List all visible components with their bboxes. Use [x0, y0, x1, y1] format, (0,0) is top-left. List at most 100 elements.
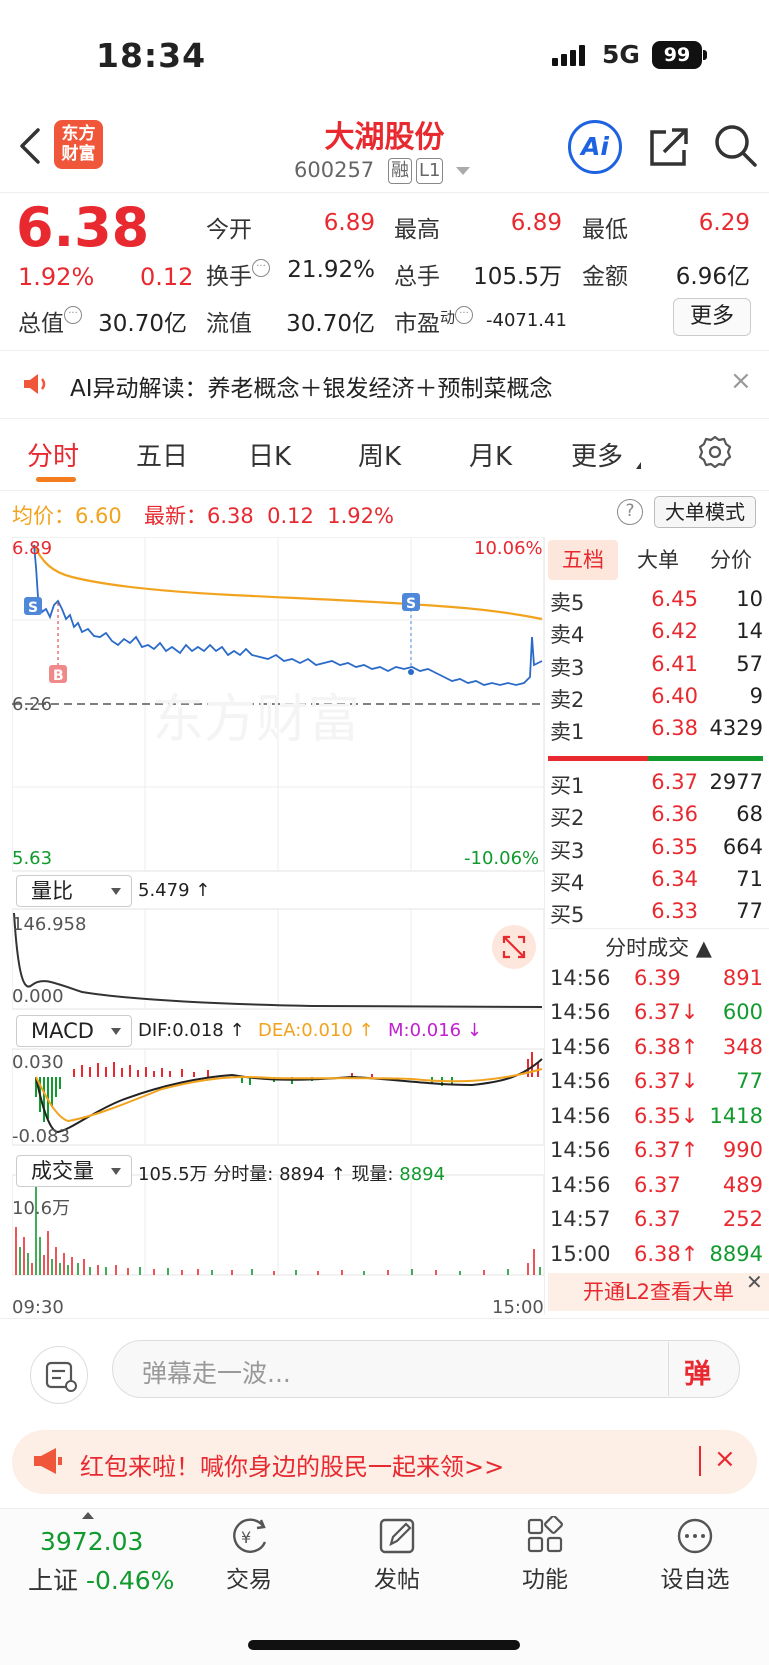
price-axis-mid: 6.26	[12, 694, 53, 715]
ask-row: 卖3 6.41 57	[550, 652, 763, 680]
trade-row: 14:56 6.37 489	[550, 1173, 763, 1197]
mktcap-value: 30.70亿	[98, 311, 187, 337]
share-icon[interactable]	[648, 126, 690, 168]
float-label: 流值	[206, 311, 252, 337]
tab-intraday[interactable]: 分时	[27, 442, 80, 472]
tab-weekly-k[interactable]: 周K	[358, 442, 402, 472]
tab-daily-k[interactable]: 日K	[248, 442, 292, 472]
nav-post[interactable]: 发帖	[342, 1516, 452, 1594]
nav-watchlist[interactable]: 设自选	[640, 1516, 750, 1594]
margin-tag: 融	[388, 158, 412, 184]
ai-notice-text[interactable]: AI异动解读：养老概念＋银发经济＋预制菜概念	[70, 376, 553, 402]
float-value: 30.70亿	[286, 311, 375, 337]
macd-dif: DIF:0.018 ↑	[138, 1020, 245, 1041]
bid-row: 买1 6.37 2977	[550, 770, 763, 798]
tab-monthly-k[interactable]: 月K	[469, 442, 513, 472]
ai-button[interactable]: Ai	[568, 120, 622, 174]
bid-row: 买2 6.36 68	[550, 802, 763, 830]
nav-functions[interactable]: 功能	[490, 1516, 600, 1594]
volume-ratio-axis-top: 146.958	[12, 914, 87, 935]
gear-icon[interactable]	[698, 435, 732, 469]
sell-marker[interactable]	[24, 597, 42, 615]
high-label: 最高	[394, 217, 440, 243]
pct-axis-top: 10.06%	[474, 538, 543, 559]
trade-row: 14:57 6.37 252	[550, 1207, 763, 1231]
info-icon[interactable]: ···	[64, 306, 82, 324]
expand-icon[interactable]	[492, 925, 536, 969]
nav-trade[interactable]: ¥ 交易	[194, 1516, 304, 1594]
index-expand-caret-icon[interactable]	[82, 1512, 94, 1519]
volume-summary: 105.5万 分时量: 8894 ↑ 现量: 8894	[138, 1164, 446, 1185]
signal-icon	[552, 45, 585, 66]
index-name[interactable]: 上证 -0.46%	[28, 1566, 175, 1595]
macd-axis-bottom: -0.083	[12, 1126, 71, 1147]
open-value: 6.89	[323, 210, 375, 236]
sell-marker[interactable]	[402, 593, 420, 611]
info-icon[interactable]: ···	[455, 306, 474, 324]
trade-icon: ¥	[233, 1518, 267, 1553]
volume-axis-top: 10.6万	[12, 1198, 71, 1219]
danmu-toggle-button[interactable]: 弹	[684, 1359, 711, 1390]
mktcap-label: 总值 ···	[18, 304, 82, 338]
tab-big-orders[interactable]: 大单	[637, 548, 679, 572]
red-packet-banner[interactable]	[12, 1430, 757, 1494]
tab-five-levels[interactable]: 五档	[548, 540, 618, 580]
megaphone-icon	[34, 1448, 62, 1474]
ask-row: 卖5 6.45 10	[550, 587, 763, 615]
index-value[interactable]: 3972.03	[40, 1527, 144, 1556]
ai-notice-close-button[interactable]: ×	[730, 366, 752, 396]
price-line	[33, 544, 543, 686]
more-dots-icon	[677, 1518, 713, 1554]
intraday-chart[interactable]: 东方财富 B S S	[12, 537, 544, 1317]
stock-name[interactable]: 大湖股份	[324, 120, 445, 155]
tab-five-day[interactable]: 五日	[136, 442, 189, 472]
bid-row: 买5 6.33 77	[550, 899, 763, 927]
tab-price-distribution[interactable]: 分价	[710, 548, 752, 572]
volume-selector[interactable]: 成交量	[16, 1155, 132, 1187]
svg-text:¥: ¥	[241, 1528, 251, 1547]
battery-tip	[703, 50, 707, 60]
big-order-mode-button[interactable]: 大单模式	[654, 496, 756, 528]
l2-upgrade-banner[interactable]: 开通L2查看大单	[548, 1273, 769, 1311]
macd-histogram	[35, 1052, 539, 1122]
low-value: 6.29	[698, 210, 750, 236]
danmu-input[interactable]	[112, 1340, 740, 1398]
volume-ratio-axis-bottom: 0.000	[12, 986, 64, 1007]
volume-ratio-selector[interactable]: 量比	[16, 875, 132, 907]
logo-line2: 财富	[61, 144, 96, 164]
red-packet-close-button[interactable]: ×	[714, 1444, 736, 1474]
buy-marker[interactable]	[49, 665, 67, 683]
amount-label: 金额	[582, 264, 628, 290]
ask-row: 卖2 6.40 9	[550, 684, 763, 712]
amount-value: 6.96亿	[675, 264, 750, 290]
trade-row: 14:56 6.37↓ 77	[550, 1069, 763, 1093]
volume-label: 总手	[394, 264, 440, 290]
macd-dea-line	[35, 1068, 543, 1123]
change-percent: 1.92%	[18, 263, 95, 291]
danmu-input-placeholder: 弹幕走一波...	[142, 1359, 291, 1388]
search-icon[interactable]	[714, 124, 758, 168]
apps-grid-icon	[527, 1516, 563, 1553]
trade-row: 14:56 6.39 891	[550, 966, 763, 990]
level-tag: L1	[416, 158, 444, 184]
more-quote-button[interactable]: 更多	[673, 298, 751, 336]
turnover-value: 21.92%	[287, 257, 375, 283]
comment-list-icon[interactable]	[30, 1346, 88, 1404]
back-arrow-icon[interactable]	[18, 128, 42, 164]
trades-header[interactable]: 分时成交 ▲	[605, 936, 712, 960]
macd-m: M:0.016 ↓	[388, 1020, 482, 1041]
high-value: 6.89	[510, 210, 562, 236]
info-icon[interactable]: ···	[252, 259, 270, 277]
stock-switch-caret-icon[interactable]	[456, 167, 470, 175]
change-amount: 0.12	[140, 263, 194, 291]
volume-value: 105.5万	[473, 264, 562, 290]
l2-banner-close-icon[interactable]: ✕	[746, 1270, 763, 1294]
pct-axis-bottom: -10.06%	[464, 848, 540, 869]
speaker-icon	[24, 374, 46, 394]
macd-selector[interactable]: MACD	[16, 1015, 132, 1047]
red-packet-text[interactable]: 红包来啦！喊你身边的股民一起来领>>	[80, 1453, 505, 1481]
active-tab-indicator	[36, 477, 76, 482]
tab-more[interactable]: 更多	[571, 442, 624, 472]
help-icon[interactable]: ?	[617, 499, 643, 525]
macd-axis-top: 0.030	[12, 1052, 64, 1073]
